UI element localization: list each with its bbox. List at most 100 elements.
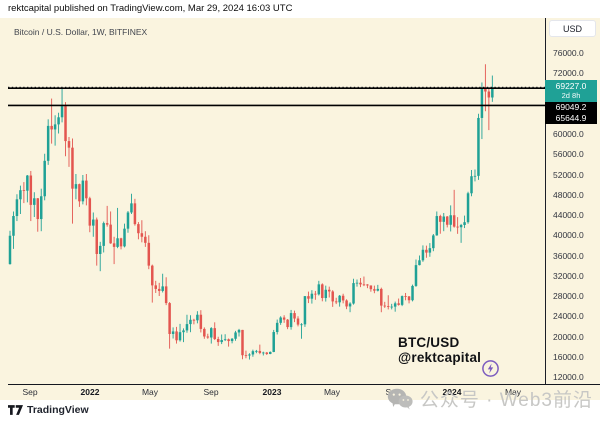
candle-body xyxy=(109,224,112,244)
candle-body xyxy=(161,286,164,291)
time-tick-label: 2022 xyxy=(80,387,100,397)
candle-body xyxy=(168,303,171,334)
candle-body xyxy=(234,332,237,339)
candle-body xyxy=(477,117,480,176)
candle-body xyxy=(414,265,418,286)
candle-body xyxy=(286,319,289,328)
time-tick-label: Sep xyxy=(203,387,219,397)
time-axis[interactable]: Sep 2022 May Sep 2023 May Sep 2024 May xyxy=(0,385,600,400)
candle-body xyxy=(487,91,491,98)
candle-body xyxy=(95,219,98,254)
candle-body xyxy=(251,351,255,355)
candle-body xyxy=(196,314,199,321)
candle-body xyxy=(182,330,185,333)
price-axis[interactable]: 12000.0 16000.0 20000.0 24000.0 28000.0 32000… xyxy=(545,18,600,385)
candle-body xyxy=(317,284,321,295)
price-tick-label: 56000.0 xyxy=(553,149,584,160)
candle-body xyxy=(50,125,53,130)
candle-body xyxy=(144,236,147,243)
price-tick-label: 12000.0 xyxy=(553,372,584,382)
current-price-label: 69227.0 2d 8h xyxy=(545,80,597,102)
candle-body xyxy=(445,216,449,225)
candle-body xyxy=(74,184,78,189)
level-price-label-1: 69049.2 xyxy=(545,102,597,113)
candle-body xyxy=(46,125,50,161)
candle-body xyxy=(407,296,411,301)
candle-body xyxy=(39,196,43,220)
publication-bar: rektcapital published on TradingView.com… xyxy=(0,0,600,18)
currency-unit-button[interactable]: USD xyxy=(549,20,596,37)
candle-body xyxy=(272,332,275,352)
candle-body xyxy=(400,296,404,305)
candle-body xyxy=(192,319,196,321)
candle-body xyxy=(105,223,109,225)
candle-body xyxy=(293,313,296,319)
price-tick-label: 32000.0 xyxy=(553,270,584,281)
candle-body xyxy=(439,216,442,222)
candle-body xyxy=(157,288,161,291)
candle-body xyxy=(289,313,293,328)
price-tick-label: 24000.0 xyxy=(553,311,584,322)
candle-body xyxy=(307,296,310,299)
candle-body xyxy=(275,322,279,333)
candle-body xyxy=(102,223,105,246)
tradingview-logo-text: TradingView xyxy=(27,404,89,416)
candle-body xyxy=(470,176,473,194)
price-tick-label: 48000.0 xyxy=(553,189,584,200)
candlestick-plot[interactable] xyxy=(8,18,545,385)
candle-body xyxy=(210,328,213,338)
candle-body xyxy=(98,245,102,254)
candle-body xyxy=(390,306,393,308)
candle-body xyxy=(12,216,15,236)
candle-body xyxy=(164,286,168,304)
price-tick-label: 52000.0 xyxy=(553,169,584,180)
candle-body xyxy=(425,249,428,253)
candle-body xyxy=(199,314,203,329)
price-tick-label: 72000.0 xyxy=(553,68,584,79)
time-tick-label: May xyxy=(323,387,341,397)
candle-body xyxy=(244,355,248,357)
candle-body xyxy=(67,141,71,148)
price-axis-separator xyxy=(544,18,546,385)
candle-body xyxy=(324,289,328,299)
symbol-legend[interactable]: Bitcoin / U.S. Dollar, 1W, BITFINEX xyxy=(14,27,148,37)
candle-body xyxy=(81,180,85,202)
candle-body xyxy=(241,329,244,356)
candle-body xyxy=(376,288,380,291)
candle-body xyxy=(43,160,46,197)
candle-body xyxy=(463,222,466,225)
candle-body xyxy=(404,296,407,297)
candle-body xyxy=(26,175,29,191)
candle-body xyxy=(92,219,95,226)
candle-body xyxy=(296,318,300,325)
candle-body xyxy=(345,300,348,307)
candle-body xyxy=(480,88,484,118)
candle-body xyxy=(411,285,414,301)
candle-body xyxy=(216,339,220,343)
tradingview-logo[interactable]: TradingView xyxy=(8,404,89,416)
candle-body xyxy=(130,203,133,213)
candle-body xyxy=(227,339,230,342)
candle-body xyxy=(154,285,157,289)
candle-body xyxy=(64,106,67,142)
candle-body xyxy=(334,301,338,303)
candle-body xyxy=(449,215,452,225)
candle-body xyxy=(147,242,151,266)
candle-body xyxy=(78,184,81,202)
candle-body xyxy=(116,238,119,247)
level-price-label-2: 65644.9 xyxy=(545,113,597,124)
candle-body xyxy=(213,328,216,340)
candle-body xyxy=(442,216,445,222)
candle-body xyxy=(189,319,192,325)
candle-body xyxy=(428,248,432,253)
candle-body xyxy=(53,124,57,130)
candle-body xyxy=(418,260,421,266)
time-tick-label: 2023 xyxy=(262,387,282,397)
candle-body xyxy=(362,284,366,286)
price-tick-label: 20000.0 xyxy=(553,331,584,342)
price-tick-label: 76000.0 xyxy=(553,48,584,58)
candle-body xyxy=(282,317,286,320)
time-tick-label: Sep xyxy=(385,387,401,397)
candle-body xyxy=(383,305,387,307)
candle-body xyxy=(85,180,88,199)
